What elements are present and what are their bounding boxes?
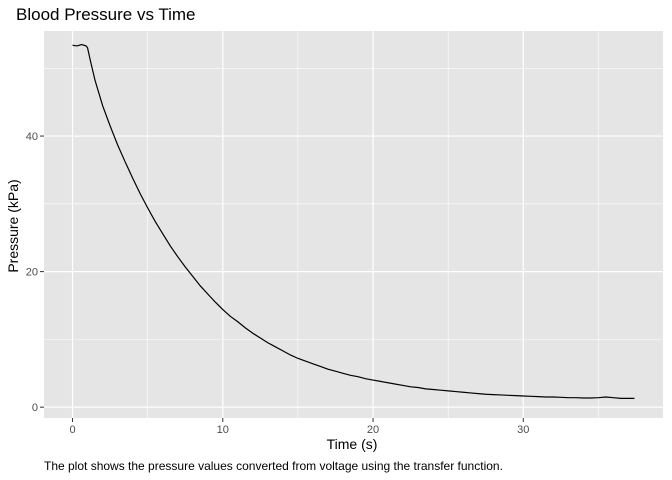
y-tick-label: 40: [26, 131, 38, 143]
plot-panel: [44, 31, 663, 418]
y-tick-label: 0: [32, 402, 38, 414]
major-grid: [44, 31, 663, 418]
chart-caption: The plot shows the pressure values conve…: [44, 459, 503, 473]
y-tick-label: 20: [26, 267, 38, 279]
y-axis: 0 20 40: [26, 131, 44, 414]
x-tick-label: 20: [367, 424, 379, 436]
y-axis-label: Pressure (kPa): [5, 179, 21, 272]
chart-title: Blood Pressure vs Time: [16, 5, 196, 24]
series-line-pressure: [72, 43, 635, 399]
x-axis: 0 10 20 30: [69, 418, 529, 436]
x-axis-label: Time (s): [327, 436, 378, 452]
minor-grid: [44, 31, 663, 418]
x-tick-label: 0: [69, 424, 75, 436]
x-tick-label: 10: [217, 424, 229, 436]
x-tick-label: 30: [517, 424, 529, 436]
